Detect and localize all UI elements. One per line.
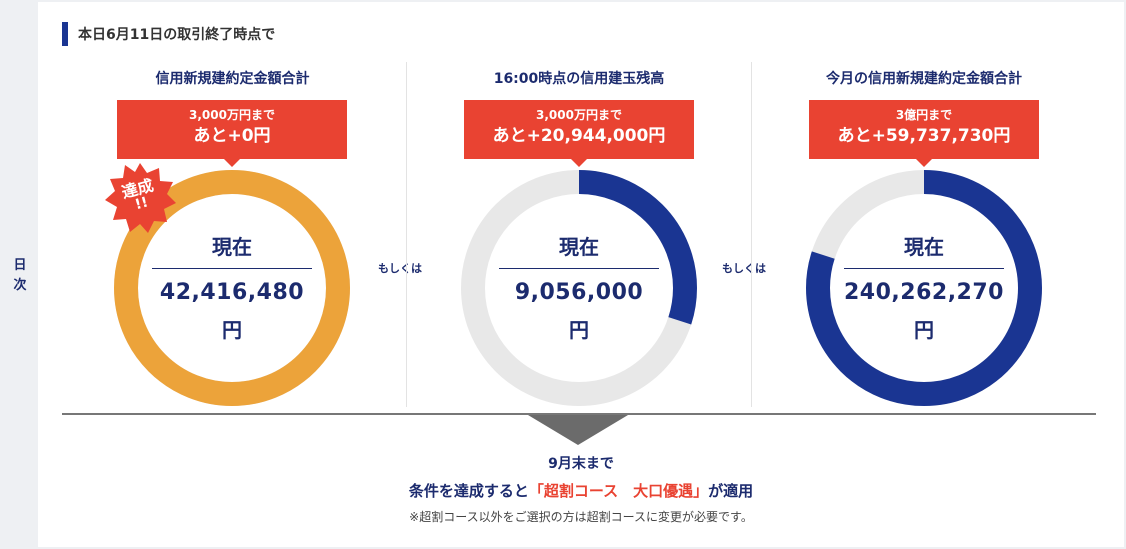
progress-ring: 現在 9,056,000 円 [460, 169, 698, 407]
card-title: 信用新規建約定金額合計 [155, 71, 310, 87]
callout-remaining: あと+0円 [193, 126, 271, 146]
or-label: もしくは [722, 262, 766, 275]
current-label: 現在 [212, 235, 252, 259]
section-heading: 本日6月11日の取引終了時点で [62, 22, 275, 46]
ring-divider [844, 268, 1004, 269]
card-title: 今月の信用新規建約定金額合計 [826, 71, 1022, 87]
current-value: 42,416,480 [159, 280, 305, 305]
side-column: 日 次 [0, 0, 38, 549]
side-label: 日 次 [12, 256, 28, 296]
ring-center: 現在 42,416,480 円 [113, 169, 351, 407]
ring-center: 現在 9,056,000 円 [460, 169, 698, 407]
current-unit: 円 [914, 318, 934, 342]
ring-progress-arc [806, 170, 1042, 406]
progress-ring-svg [461, 170, 697, 406]
side-label-top: 日 [13, 258, 27, 273]
current-value: 240,262,270 [844, 280, 1004, 305]
callout-remaining: あと+20,944,000円 [492, 126, 666, 146]
progress-ring: 現在 240,262,270 円 [805, 169, 1043, 407]
ring-divider [152, 268, 312, 269]
footnote: ※超割コース以外をご選択の方は超割コースに変更が必要です。 [409, 510, 753, 524]
achieved-badge: 達成 !! [103, 161, 177, 235]
ring-center: 現在 240,262,270 円 [805, 169, 1043, 407]
progress-ring-svg [806, 170, 1042, 406]
ring-progress-arc [461, 170, 697, 406]
current-unit: 円 [569, 318, 589, 342]
current-label: 現在 [904, 235, 944, 259]
remaining-callout: 3,000万円まで あと+0円 [117, 100, 347, 167]
down-arrow-icon [528, 415, 628, 445]
deadline-text: 9月末まで [548, 456, 614, 472]
heading-accent-bar [62, 22, 68, 46]
condition-card-new-trades: 信用新規建約定金額合計 3,000万円まで あと+0円 現在 42,416,48… [60, 62, 405, 407]
card-title: 16:00時点の信用建玉残高 [493, 71, 665, 87]
callout-remaining: あと+59,737,730円 [837, 126, 1011, 146]
heading-text: 本日6月11日の取引終了時点で [78, 27, 276, 43]
condition-card-monthly-trades: 今月の信用新規建約定金額合計 3億円まで あと+59,737,730円 現在 2… [751, 62, 1096, 407]
callout-target: 3,000万円まで [189, 108, 275, 122]
starburst-icon [105, 163, 176, 233]
ring-progress-arc [114, 170, 350, 406]
progress-ring: 現在 42,416,480 円 達成 !! [105, 163, 351, 407]
callout-target: 3億円まで [895, 108, 953, 122]
ring-divider [499, 268, 659, 269]
benefit-text: 条件を達成すると「超割コース 大口優遇」が適用 [38, 480, 1124, 501]
side-label-bottom: 次 [13, 278, 27, 293]
progress-panel: 本日6月11日の取引終了時点で 信用新規建約定金額合計 3,000万円まで あと… [38, 2, 1124, 547]
benefit-prefix: 条件を達成すると [408, 482, 529, 500]
benefit-highlight: 「超割コース 大口優遇」 [528, 482, 709, 500]
remaining-callout: 3億円まで あと+59,737,730円 [809, 100, 1039, 167]
or-label: もしくは [378, 262, 422, 275]
current-label: 現在 [559, 235, 599, 259]
benefit-suffix: が適用 [708, 482, 754, 500]
section-divider [62, 413, 1096, 415]
condition-card-open-interest: 16:00時点の信用建玉残高 3,000万円まで あと+20,944,000円 … [406, 62, 751, 407]
current-value: 9,056,000 [514, 280, 644, 305]
current-unit: 円 [222, 318, 242, 342]
progress-ring-svg [114, 170, 350, 406]
remaining-callout: 3,000万円まで あと+20,944,000円 [464, 100, 694, 167]
callout-target: 3,000万円まで [536, 108, 622, 122]
